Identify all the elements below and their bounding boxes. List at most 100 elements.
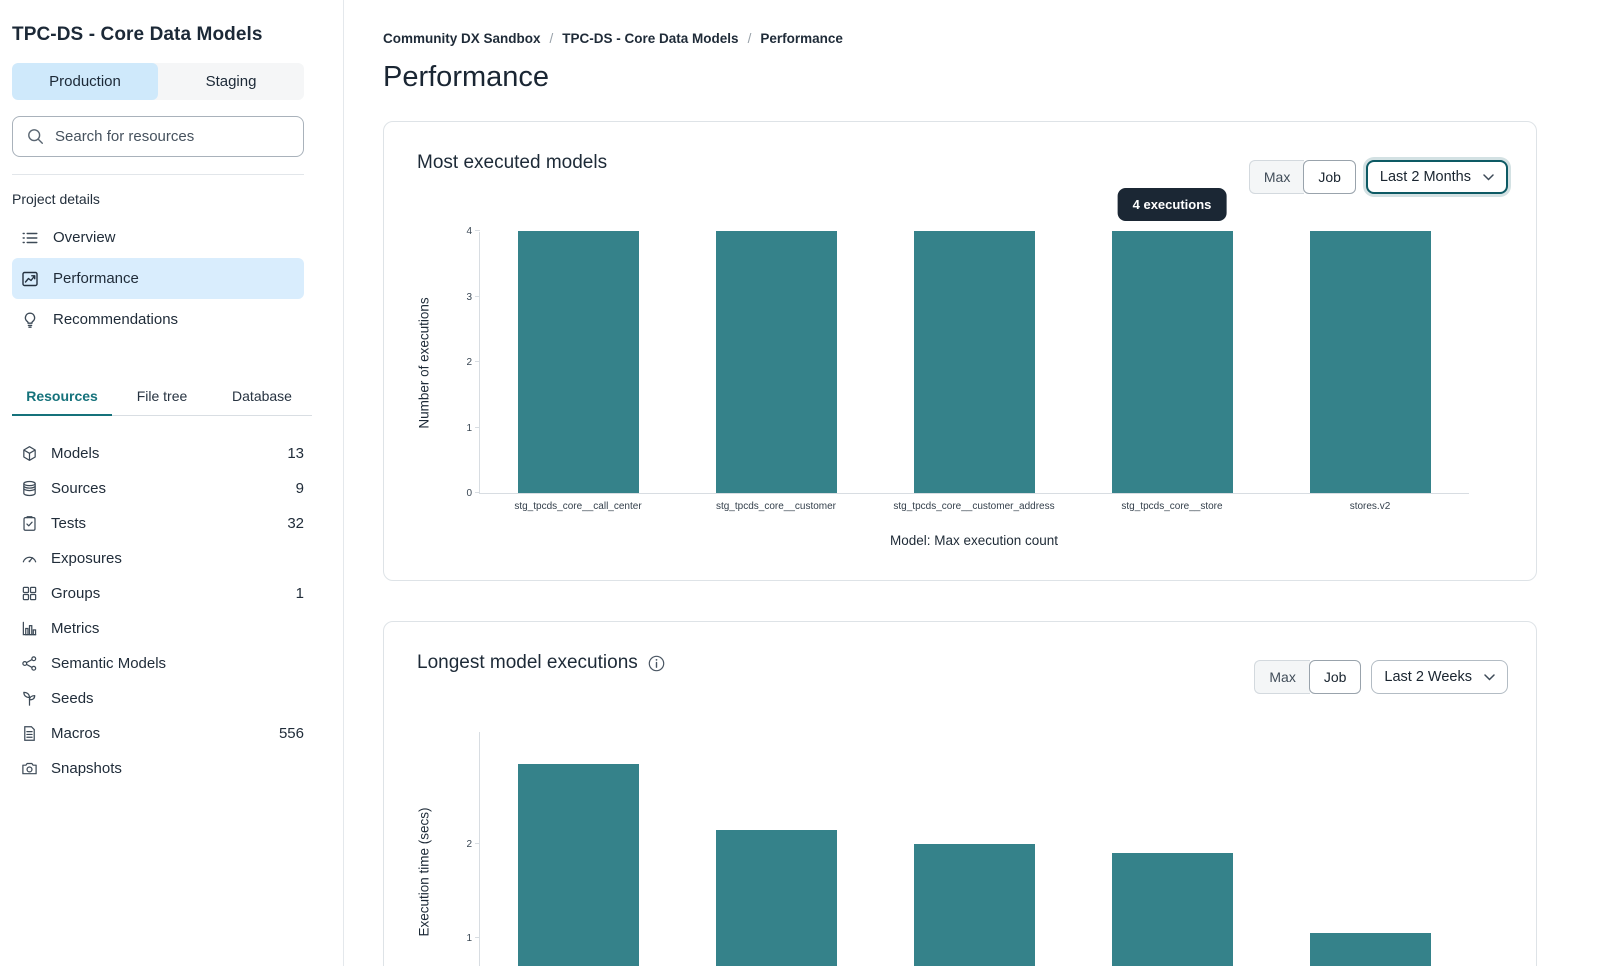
project-nav: Overview Performance Recommendations: [12, 217, 304, 340]
resource-count: 1: [295, 585, 304, 602]
resources-list: Models 13 Sources 9 Tests 32: [12, 436, 304, 786]
x-axis-label: stg_tpcds_core__call_center: [514, 501, 642, 512]
bar-slot: [678, 732, 876, 966]
y-tick-label: 0: [466, 488, 472, 499]
bar[interactable]: [913, 231, 1035, 493]
resource-count: 13: [287, 445, 304, 462]
bar[interactable]: [716, 829, 838, 966]
breadcrumb-item-project[interactable]: TPC-DS - Core Data Models: [562, 31, 739, 46]
resource-label: Snapshots: [51, 760, 122, 777]
x-axis-labels: stg_tpcds_core__call_center stg_tpcds_cor…: [479, 501, 1469, 512]
breadcrumb: Community DX Sandbox / TPC-DS - Core Dat…: [383, 31, 1621, 46]
resource-label: Macros: [51, 725, 101, 742]
resource-row-seeds[interactable]: Seeds: [12, 681, 304, 716]
project-title: TPC-DS - Core Data Models: [12, 24, 263, 45]
cube-icon: [20, 445, 38, 462]
bar[interactable]: [716, 231, 838, 493]
lightbulb-icon: [20, 311, 40, 329]
bar-slot: [480, 231, 678, 493]
sidebar-divider: [12, 174, 304, 175]
bar[interactable]: [1111, 231, 1233, 493]
seedling-icon: [20, 690, 38, 707]
resource-row-tests[interactable]: Tests 32: [12, 506, 304, 541]
sidebar-item-performance[interactable]: Performance: [12, 258, 304, 299]
date-range-select[interactable]: Last 2 Weeks: [1371, 660, 1508, 694]
card-title: Most executed models: [417, 152, 608, 173]
bar[interactable]: [518, 231, 640, 493]
bar[interactable]: [1111, 853, 1233, 966]
y-axis-label: Number of executions: [416, 297, 432, 429]
x-axis-label: stg_tpcds_core__customer_address: [893, 501, 1055, 512]
page-title: Performance: [383, 61, 550, 93]
bar[interactable]: [1309, 231, 1431, 493]
x-axis-label: stores.v2: [1349, 501, 1391, 512]
date-range-value: Last 2 Months: [1379, 169, 1471, 185]
environment-staging-button[interactable]: Staging: [205, 73, 257, 90]
longest-model-executions-card: Longest model executions Max Job Last 2 …: [383, 621, 1537, 966]
search-input[interactable]: [55, 128, 291, 145]
y-tick-mark: [475, 230, 480, 232]
resource-label: Semantic Models: [51, 655, 167, 672]
resource-row-metrics[interactable]: Metrics: [12, 611, 304, 646]
sidebar-item-label: Performance: [53, 270, 139, 287]
y-tick-label: 2: [466, 839, 472, 850]
resource-row-sources[interactable]: Sources 9: [12, 471, 304, 506]
job-toggle-button[interactable]: Job: [1303, 160, 1356, 194]
camera-icon: [20, 760, 38, 777]
project-details-label: Project details: [12, 191, 100, 207]
date-range-select[interactable]: Last 2 Months: [1365, 160, 1508, 194]
bar[interactable]: [913, 844, 1035, 966]
resource-label: Exposures: [51, 550, 122, 567]
bar[interactable]: [1309, 933, 1431, 966]
grid-icon: [20, 585, 38, 602]
y-tick-label: 3: [466, 291, 472, 303]
bar-slot: [480, 732, 678, 966]
job-toggle-button[interactable]: Job: [1308, 660, 1362, 694]
bar-slot: [678, 231, 876, 493]
info-icon[interactable]: [648, 655, 665, 672]
x-axis-label: stg_tpcds_core__store: [1121, 501, 1223, 512]
breadcrumb-item-account[interactable]: Community DX Sandbox: [383, 31, 541, 46]
resource-label: Tests: [51, 515, 87, 532]
breadcrumb-item-performance: Performance: [760, 31, 843, 46]
main-content: Community DX Sandbox / TPC-DS - Core Dat…: [345, 0, 1621, 966]
bar-slot: [1073, 732, 1271, 966]
document-icon: [20, 725, 38, 742]
search-box[interactable]: [12, 116, 304, 157]
resource-label: Metrics: [51, 620, 100, 637]
y-axis-label: Execution time (secs): [416, 807, 432, 937]
environment-toggle[interactable]: Production Staging: [12, 63, 304, 100]
sidebar-tabs: Resources File tree Database: [12, 380, 312, 416]
date-range-value: Last 2 Weeks: [1384, 669, 1472, 685]
y-tick-label: 2: [466, 357, 472, 369]
bar-chart-icon: [20, 620, 38, 637]
tab-file-tree[interactable]: File tree: [136, 388, 188, 404]
bar-slot: [876, 231, 1074, 493]
card-controls: Max Job Last 2 Weeks: [1254, 660, 1508, 694]
resource-row-groups[interactable]: Groups 1: [12, 576, 304, 611]
resource-count: 32: [287, 515, 304, 532]
bar[interactable]: [518, 764, 640, 966]
max-toggle-button[interactable]: Max: [1254, 660, 1310, 694]
y-tick-mark: [475, 426, 480, 428]
tab-resources[interactable]: Resources: [12, 380, 112, 416]
resource-row-semantic-models[interactable]: Semantic Models: [12, 646, 304, 681]
aggregate-toggle: Max Job: [1248, 160, 1356, 194]
y-tick-label: 1: [466, 933, 472, 944]
tab-database[interactable]: Database: [232, 388, 292, 404]
sidebar-item-recommendations[interactable]: Recommendations: [12, 299, 304, 340]
bar-chart: 0 1 2 3 4: [466, 226, 1469, 499]
max-toggle-button[interactable]: Max: [1248, 160, 1305, 194]
resource-row-exposures[interactable]: Exposures: [12, 541, 304, 576]
bar-slot: [1271, 231, 1469, 493]
sidebar-item-overview[interactable]: Overview: [12, 217, 304, 258]
resource-row-models[interactable]: Models 13: [12, 436, 304, 471]
resource-row-macros[interactable]: Macros 556: [12, 716, 304, 751]
sidebar-item-label: Recommendations: [53, 311, 179, 328]
breadcrumb-separator: /: [747, 31, 752, 46]
y-tick-mark: [475, 937, 480, 938]
resource-row-snapshots[interactable]: Snapshots: [12, 751, 304, 786]
resource-label: Seeds: [51, 690, 94, 707]
environment-production-button[interactable]: Production: [12, 63, 158, 100]
